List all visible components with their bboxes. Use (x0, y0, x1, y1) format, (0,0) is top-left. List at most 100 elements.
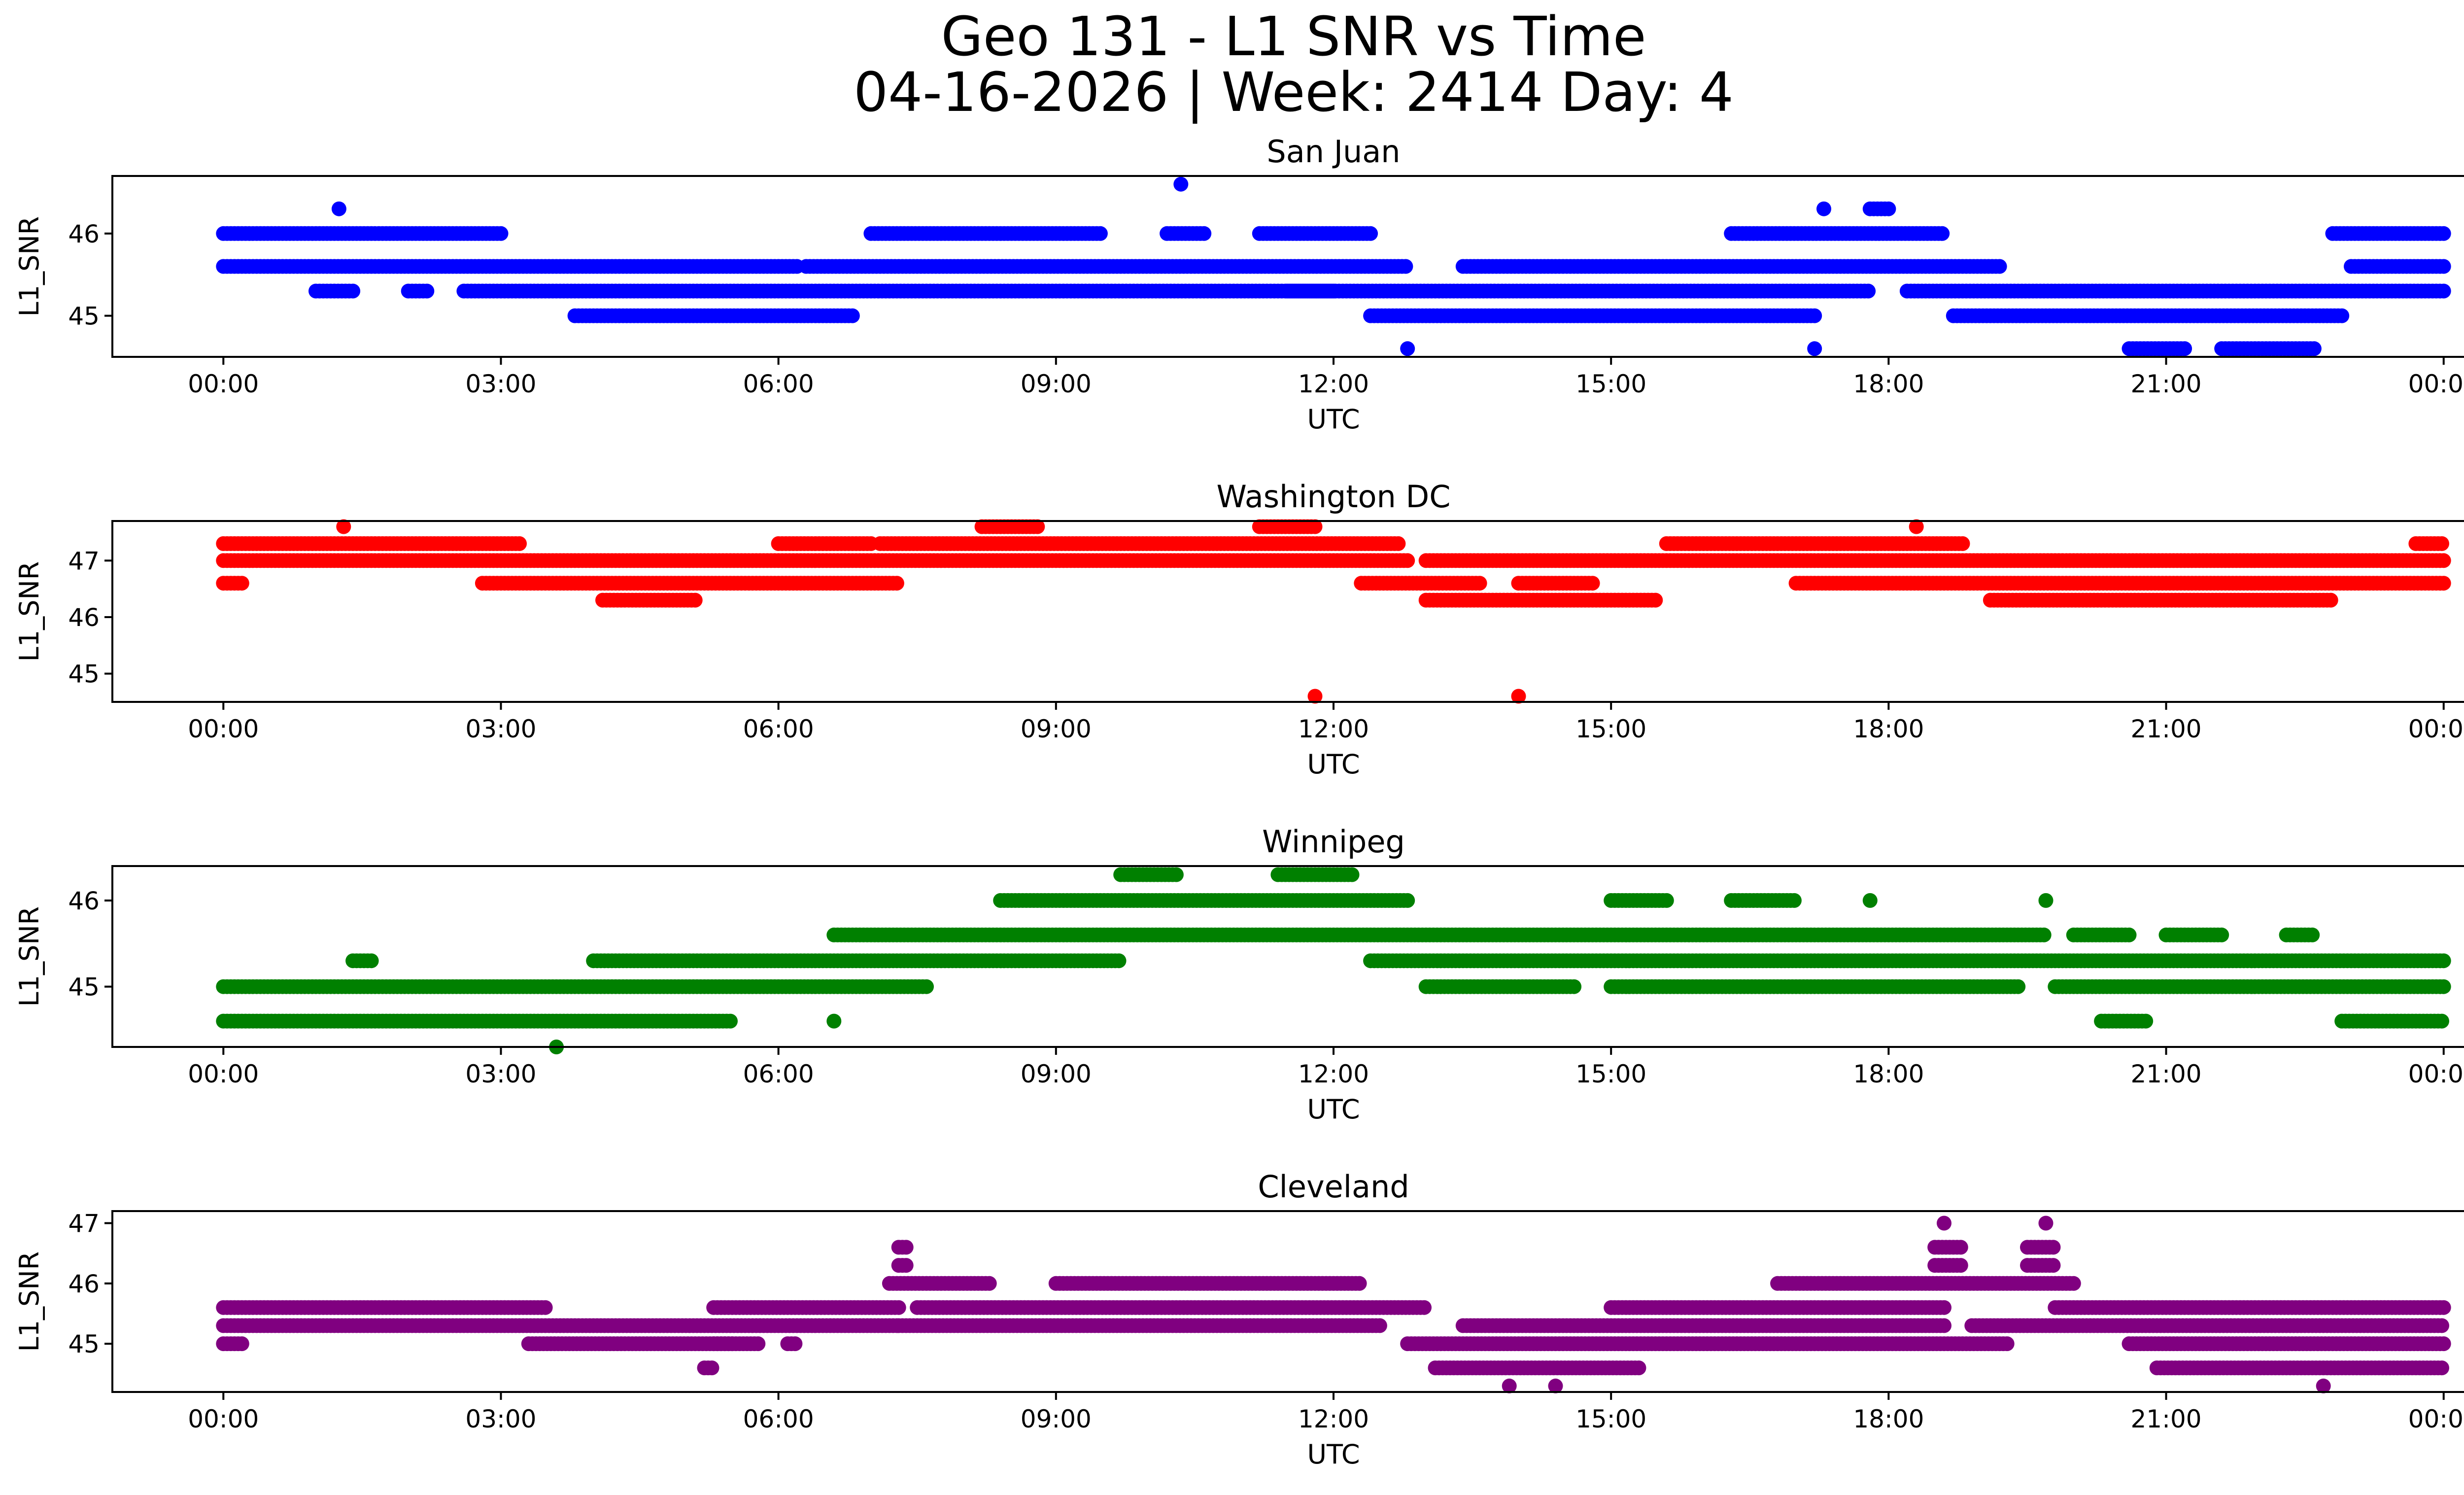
x-tick-label: 06:00 (743, 1060, 814, 1088)
data-point (1648, 592, 1663, 608)
data-point (1400, 553, 1415, 568)
x-tick-label: 15:00 (1575, 1060, 1646, 1088)
x-tick-label: 12:00 (1298, 370, 1369, 398)
x-tick-label: 00:00 (2408, 715, 2464, 743)
x-axis-label: UTC (1307, 404, 1360, 435)
data-point (2214, 927, 2229, 942)
data-point (687, 592, 703, 608)
data-point (889, 576, 904, 591)
data-point (1093, 226, 1108, 241)
x-tick-label: 00:00 (2408, 1060, 2464, 1088)
data-point (1862, 893, 1878, 908)
data-point (1363, 226, 1378, 241)
x-tick-label: 21:00 (2130, 370, 2201, 398)
x-tick-label: 12:00 (1298, 1060, 1369, 1088)
data-point (2011, 979, 2026, 994)
data-point (1992, 259, 2007, 274)
data-point (2334, 308, 2350, 323)
data-point (1173, 176, 1189, 192)
data-point (1398, 259, 1413, 274)
data-point (419, 283, 435, 299)
data-point (1585, 576, 1600, 591)
data-point (1472, 576, 1487, 591)
data-point (2434, 1013, 2449, 1029)
x-tick-label: 09:00 (1021, 715, 1092, 743)
data-point (2038, 893, 2053, 908)
subplot-title: San Juan (1266, 134, 1400, 170)
data-point (364, 953, 379, 969)
subplot-1: San Juan 00:00 03:00 06:00 09:00 12:00 15:00 18… (14, 134, 2464, 435)
data-point (2036, 927, 2052, 942)
data-point (2436, 283, 2451, 299)
figure-title-line2: 04-16-2026 | Week: 2414 Day: 4 (854, 61, 1734, 124)
data-point (2177, 341, 2192, 356)
y-tick-label: 45 (68, 302, 100, 331)
data-point (1400, 893, 1415, 908)
data-point (2436, 576, 2451, 591)
x-tick-label: 15:00 (1575, 715, 1646, 743)
y-axis-label: L1_SNR (14, 561, 45, 662)
data-point (826, 1013, 842, 1029)
x-axis-label: UTC (1307, 749, 1360, 780)
data-point (1807, 341, 1822, 356)
y-tick-label: 46 (68, 603, 100, 632)
x-tick-label: 00:00 (2408, 370, 2464, 398)
data-point (1935, 226, 1950, 241)
figure-title-line1: Geo 131 - L1 SNR vs Time (941, 5, 1646, 68)
y-tick-label: 46 (68, 887, 100, 915)
data-points (216, 176, 2451, 356)
y-tick-label: 45 (68, 660, 100, 689)
data-point (538, 1300, 553, 1315)
data-point (2323, 592, 2338, 608)
x-tick-label: 00:00 (188, 715, 259, 743)
x-tick-label: 00:00 (188, 370, 259, 398)
data-point (1659, 893, 1674, 908)
x-tick-label: 03:00 (465, 715, 536, 743)
x-tick-label: 09:00 (1021, 370, 1092, 398)
data-point (1197, 226, 1212, 241)
data-point (723, 1013, 738, 1029)
data-point (1955, 536, 1970, 551)
x-tick-label: 15:00 (1575, 370, 1646, 398)
data-point (1861, 283, 1876, 299)
x-tick-label: 18:00 (1853, 715, 1924, 743)
data-point (512, 536, 527, 551)
x-tick-label: 18:00 (1853, 370, 1924, 398)
subplot-title: Winnipeg (1262, 824, 1405, 860)
data-point (2436, 979, 2451, 994)
y-axis-label: L1_SNR (14, 906, 45, 1007)
data-point (2436, 553, 2451, 568)
data-point (1881, 201, 1896, 216)
data-point (2436, 226, 2451, 241)
x-tick-label: 03:00 (465, 370, 536, 398)
data-point (2306, 341, 2322, 356)
data-point (919, 979, 934, 994)
data-point (1344, 867, 1360, 882)
data-point (345, 283, 361, 299)
data-point (2434, 536, 2449, 551)
data-point (2138, 1013, 2154, 1029)
data-point (845, 308, 860, 323)
x-tick-label: 21:00 (2130, 1060, 2201, 1088)
data-point (1807, 308, 1822, 323)
y-axis-label: L1_SNR (14, 216, 45, 317)
x-tick-label: 06:00 (743, 715, 814, 743)
y-tick-label: 45 (68, 973, 100, 1002)
subplots-container: San Juan 00:00 03:00 06:00 09:00 12:00 15:00 18… (14, 134, 2464, 1470)
data-point (331, 201, 346, 216)
data-point (1816, 201, 1831, 216)
data-point (234, 576, 249, 591)
data-point (2305, 927, 2320, 942)
x-tick-label: 00:00 (188, 1060, 259, 1088)
data-point (1400, 341, 1415, 356)
x-tick-label: 03:00 (465, 1060, 536, 1088)
data-point (2436, 953, 2451, 969)
data-point (1168, 867, 1184, 882)
data-point (1786, 893, 1802, 908)
y-tick-label: 46 (68, 220, 100, 248)
data-point (1391, 536, 1406, 551)
x-tick-label: 06:00 (743, 370, 814, 398)
x-tick-label: 18:00 (1853, 1060, 1924, 1088)
